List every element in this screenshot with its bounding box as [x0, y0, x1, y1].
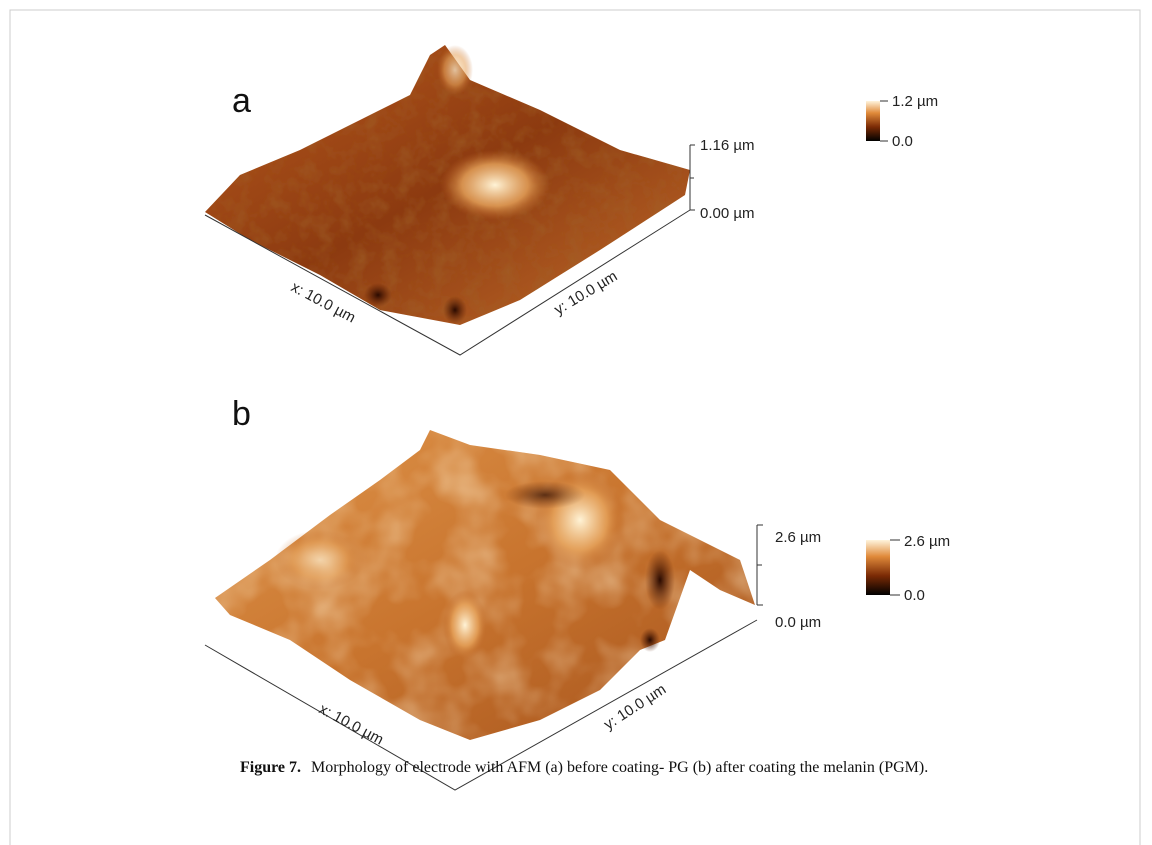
- colorbar-label: 1.2 µm: [892, 93, 938, 110]
- z-tick-label: 2.6 µm: [775, 529, 821, 546]
- z-axis: [756, 524, 763, 606]
- caption: Figure 7. Morphology of electrode with AF…: [240, 759, 928, 776]
- colorbar-label: 2.6 µm: [904, 533, 950, 550]
- afm-surface: [215, 430, 755, 740]
- caption-label: Figure 7.: [240, 759, 301, 776]
- colorbar: [866, 540, 890, 595]
- colorbar-ticks: [880, 100, 888, 142]
- z-axis: [689, 144, 695, 211]
- base-axes: [204, 619, 758, 791]
- panel-label: b: [232, 395, 251, 433]
- z-tick-label: 1.16 µm: [700, 137, 755, 154]
- colorbar: [866, 101, 880, 141]
- caption-text: Morphology of electrode with AFM (a) bef…: [311, 759, 928, 776]
- colorbar-ticks: [890, 539, 900, 596]
- z-tick-label: 0.00 µm: [700, 205, 755, 222]
- x-axis-label: x: 10.0 µm: [316, 701, 386, 749]
- panel-a: a 1.16 µm 0.00 µm x: 10.0 µm y: 10.0 µm …: [204, 45, 938, 356]
- afm-surface: [205, 45, 690, 325]
- colorbar-label: 0.0: [892, 133, 913, 150]
- panel-b: b 2.6 µm 0.0 µm x: 10.0 µm y: 10.0 µm 2.…: [204, 395, 950, 791]
- colorbar-label: 0.0: [904, 587, 925, 604]
- panel-label: a: [232, 82, 251, 120]
- figure-frame: [9, 9, 1141, 845]
- z-tick-label: 0.0 µm: [775, 614, 821, 631]
- base-axes: [204, 209, 691, 356]
